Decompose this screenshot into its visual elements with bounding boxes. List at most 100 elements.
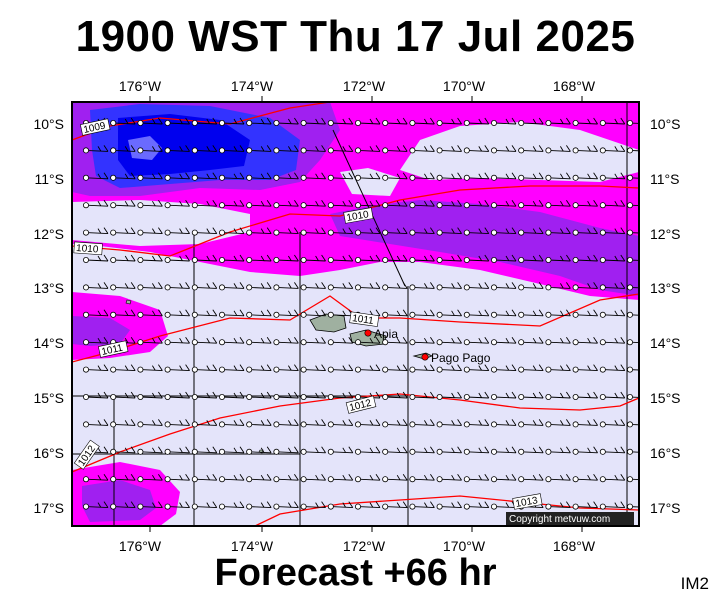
station-dot xyxy=(164,366,171,373)
station-dot xyxy=(627,448,634,455)
wind-barb xyxy=(521,364,544,372)
wind-barb xyxy=(385,199,408,207)
lon-label-top: 176°W xyxy=(118,78,162,94)
station-dot xyxy=(490,202,497,209)
wind-barb xyxy=(303,172,326,180)
wind-barb xyxy=(194,145,218,152)
station-dot xyxy=(191,202,198,209)
isobar-1012 xyxy=(72,393,639,473)
wind-barb xyxy=(493,199,517,207)
station-dot xyxy=(327,421,334,428)
place-marker-apia xyxy=(364,329,372,337)
wind-barb xyxy=(629,478,639,481)
wind-barb xyxy=(521,419,544,426)
wind-barb xyxy=(548,364,571,372)
station-dot xyxy=(327,120,334,127)
station-dot xyxy=(300,229,307,236)
station-dot xyxy=(110,366,117,373)
wind-barb xyxy=(194,419,218,426)
station-dot xyxy=(545,229,552,236)
station-dot xyxy=(218,366,225,373)
station-dot xyxy=(409,256,416,263)
wind-barb xyxy=(113,446,136,454)
station-dot xyxy=(572,284,579,291)
station-dot xyxy=(246,229,253,236)
lat-label-left: 14°S xyxy=(33,335,64,351)
wind-barb xyxy=(439,282,462,289)
wind-barb xyxy=(548,473,571,481)
station-dot xyxy=(300,256,307,263)
station-dot xyxy=(490,174,497,181)
wind-barb xyxy=(357,364,381,372)
wind-barb xyxy=(85,309,109,317)
wind-barb xyxy=(303,336,326,344)
station-dot xyxy=(463,339,470,346)
wind-barb xyxy=(249,199,272,207)
lon-label-bottom: 172°W xyxy=(342,538,386,554)
station-dot xyxy=(354,284,361,291)
station-dot xyxy=(191,476,198,483)
wind-barb xyxy=(466,419,490,426)
wind-barb xyxy=(330,419,354,426)
wind-barb xyxy=(113,227,136,235)
station-dot xyxy=(300,421,307,428)
wind-barb xyxy=(330,446,354,454)
wind-barb xyxy=(249,172,272,180)
station-dot xyxy=(463,256,470,263)
wind-barb xyxy=(221,364,245,372)
calm-wedge xyxy=(72,200,250,246)
wind-barb xyxy=(548,227,571,235)
station-dot xyxy=(409,448,416,455)
wind-barb xyxy=(221,336,245,344)
wind-barb xyxy=(548,145,571,152)
lat-label-left: 17°S xyxy=(33,500,64,516)
station-dot xyxy=(218,284,225,291)
station-dot xyxy=(137,256,144,263)
wind-barb xyxy=(629,122,639,124)
wind-barb xyxy=(85,336,109,344)
wind-barb xyxy=(167,254,190,262)
station-dot xyxy=(463,229,470,236)
station-dot xyxy=(382,393,389,400)
station-dot xyxy=(164,339,171,346)
wind-barb xyxy=(249,145,272,152)
wind-barb xyxy=(466,309,490,317)
wind-barb xyxy=(385,364,408,372)
station-dot xyxy=(137,174,144,181)
station-dot xyxy=(382,284,389,291)
station-dot xyxy=(218,393,225,400)
station-dot xyxy=(518,202,525,209)
wind-barb xyxy=(412,309,435,317)
wind-barb xyxy=(521,473,544,481)
station-dot xyxy=(218,421,225,428)
station-dot xyxy=(518,174,525,181)
wind-barb xyxy=(85,419,109,426)
station-dot xyxy=(164,229,171,236)
station-dot xyxy=(354,393,361,400)
wind-barb xyxy=(276,199,299,207)
wind-barb xyxy=(194,199,218,207)
isobar-label: 1011 xyxy=(351,313,374,327)
station-dot xyxy=(300,503,307,510)
map-frame xyxy=(71,101,640,527)
wind-barb xyxy=(602,199,626,207)
station-dot xyxy=(110,311,117,318)
wind-barb xyxy=(85,172,109,180)
station-dot xyxy=(354,421,361,428)
station-dot xyxy=(327,202,334,209)
station-dot xyxy=(354,174,361,181)
station-dot xyxy=(545,476,552,483)
station-dot xyxy=(627,147,634,154)
wind-barb xyxy=(548,117,571,125)
station-dot xyxy=(191,339,198,346)
wind-barb xyxy=(167,282,190,289)
station-dot xyxy=(273,147,280,154)
lat-label-left: 12°S xyxy=(33,226,64,242)
wind-barb xyxy=(357,282,381,289)
isobar-label: 1013 xyxy=(515,495,539,510)
wind-barb xyxy=(303,227,326,235)
wind-barb xyxy=(167,336,190,344)
station-dot xyxy=(409,147,416,154)
station-dot xyxy=(436,503,443,510)
wind-barb xyxy=(140,473,163,481)
